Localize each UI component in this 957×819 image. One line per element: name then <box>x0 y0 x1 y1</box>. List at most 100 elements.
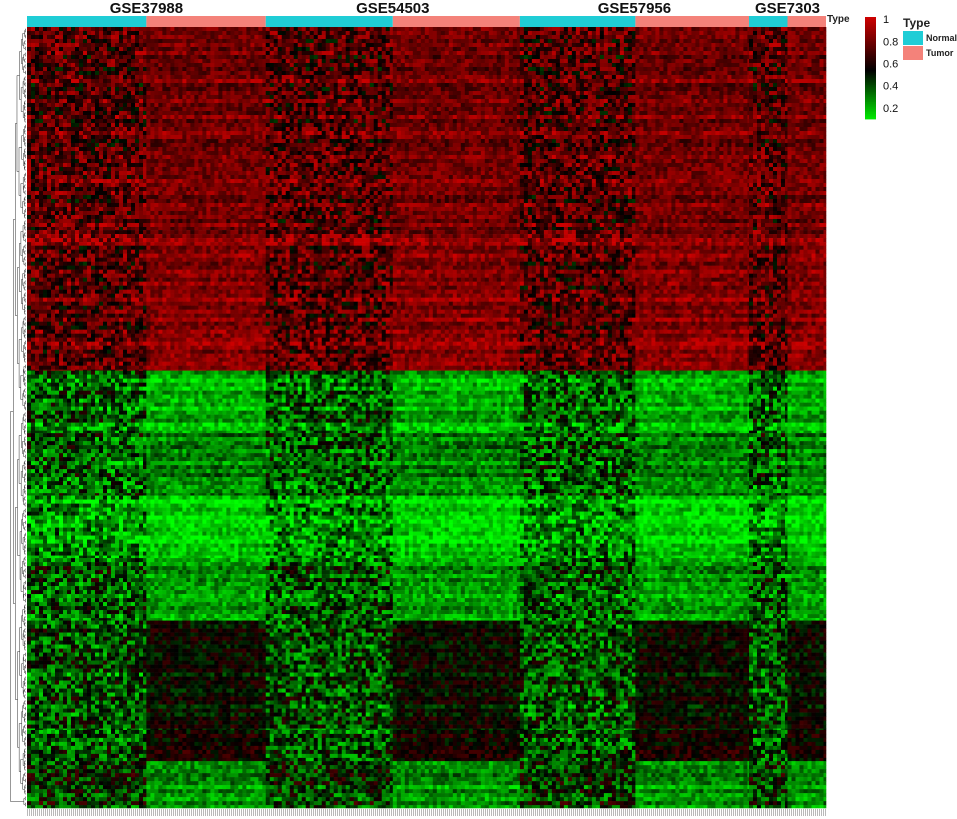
heatmap-cell-227 <box>127 31 131 35</box>
heatmap-cell-342 <box>584 31 588 35</box>
heatmap-cell-1108 <box>417 47 421 51</box>
heatmap-cell-1500 <box>370 55 374 59</box>
heatmap-cell-256 <box>242 31 246 35</box>
heatmap-cell-1465 <box>230 55 234 59</box>
heatmap-cell-89 <box>382 27 386 31</box>
heatmap-cell-897 <box>382 43 386 47</box>
heatmap-cell-441 <box>174 35 178 39</box>
heatmap-cell-789 <box>753 39 757 43</box>
heatmap-cell-1472 <box>258 55 262 59</box>
heatmap-cell-1176 <box>687 47 691 51</box>
heatmap-cell-1665 <box>222 59 226 63</box>
heatmap-cell-608 <box>35 39 39 43</box>
heatmap-cell-571 <box>691 35 695 39</box>
heatmap-cell-551 <box>612 35 616 39</box>
heatmap-cell-809 <box>31 43 35 47</box>
dendrogram-branch <box>25 575 26 578</box>
heatmap-cell-69 <box>302 27 306 31</box>
heatmap-cell-23 <box>119 27 123 31</box>
heatmap-cell-986 <box>735 43 739 47</box>
heatmap-cell-208 <box>51 31 55 35</box>
heatmap-cell-1143 <box>556 47 560 51</box>
heatmap-cell-1558 <box>600 55 604 59</box>
dendrogram-branch <box>25 689 26 692</box>
heatmap-cell-149 <box>620 27 624 31</box>
heatmap-cell-1379 <box>691 51 695 55</box>
heatmap-cell-231 <box>143 31 147 35</box>
heatmap-cell-1516 <box>433 55 437 59</box>
heatmap-cell-1175 <box>683 47 687 51</box>
heatmap-cell-761 <box>643 39 647 43</box>
heatmap-cell-174 <box>719 27 723 31</box>
heatmap-cell-1733 <box>493 59 497 63</box>
heatmap-cell-307 <box>445 31 449 35</box>
heatmap-cell-243 <box>190 31 194 35</box>
heatmap-cell-548 <box>600 35 604 39</box>
heatmap-cell-45 <box>206 27 210 31</box>
heatmap-cell-677 <box>310 39 314 43</box>
heatmap-cell-1250 <box>178 51 182 55</box>
heatmap-cell-1401 <box>777 51 781 55</box>
heatmap-cell-359 <box>651 31 655 35</box>
heatmap-cell-389 <box>769 31 773 35</box>
heatmap-cell-736 <box>544 39 548 43</box>
heatmap-cell-1411 <box>815 51 819 55</box>
heatmap-cell-1287 <box>326 51 330 55</box>
dendrogram-branch <box>25 683 26 686</box>
heatmap-cell-37 <box>174 27 178 31</box>
heatmap-cell-705 <box>421 39 425 43</box>
heatmap-cell-626 <box>107 39 111 43</box>
heatmap-cell-980 <box>711 43 715 47</box>
heatmap-cell-593 <box>777 35 781 39</box>
heatmap-cell-1103 <box>397 47 401 51</box>
heatmap-cell-1673 <box>254 59 258 63</box>
heatmap-cell-727 <box>509 39 513 43</box>
heatmap-cell-1800 <box>757 59 761 63</box>
dendrogram-branch <box>25 281 26 284</box>
heatmap-cell-384 <box>749 31 753 35</box>
heatmap-cell-1234 <box>115 51 119 55</box>
heatmap-cell-280 <box>338 31 342 35</box>
heatmap-cell-1370 <box>655 51 659 55</box>
heatmap-cell-448 <box>202 35 206 39</box>
heatmap-cell-1660 <box>202 59 206 63</box>
heatmap-cell-1762 <box>608 59 612 63</box>
heatmap-cell-372 <box>703 31 707 35</box>
heatmap-cell-944 <box>568 43 572 47</box>
heatmap-cell-478 <box>322 35 326 39</box>
dendrogram-branch <box>25 263 26 266</box>
heatmap-cell-475 <box>310 35 314 39</box>
heatmap-cell-1085 <box>326 47 330 51</box>
heatmap-cell-1183 <box>715 47 719 51</box>
heatmap-cell-63 <box>278 27 282 31</box>
heatmap-cell-1619 <box>39 59 43 63</box>
heatmap-cell-1413 <box>823 51 826 55</box>
heatmap-cell-843 <box>166 43 170 47</box>
heatmap-cell-1539 <box>524 55 528 59</box>
heatmap-cell-613 <box>55 39 59 43</box>
heatmap-cell-1371 <box>659 51 663 55</box>
heatmap-cell-1102 <box>393 47 397 51</box>
heatmap-cell-959 <box>628 43 632 47</box>
heatmap-cell-169 <box>699 27 703 31</box>
dendrogram-branch <box>25 461 26 464</box>
heatmap-cell-1089 <box>342 47 346 51</box>
heatmap-cell-1418 <box>43 55 47 59</box>
heatmap-cell-234 <box>154 31 158 35</box>
heatmap-cell-651 <box>206 39 210 43</box>
heatmap-cell-1698 <box>354 59 358 63</box>
heatmap-cell-1548 <box>560 55 564 59</box>
heatmap-cell-27 <box>135 27 139 31</box>
heatmap-cell-1217 <box>47 51 51 55</box>
heatmap-cell-289 <box>374 31 378 35</box>
heatmap-cell-1038 <box>139 47 143 51</box>
heatmap-cell-1137 <box>532 47 536 51</box>
heatmap-cell-329 <box>532 31 536 35</box>
heatmap-cell-479 <box>326 35 330 39</box>
heatmap-cell-674 <box>298 39 302 43</box>
heatmap-cell-559 <box>643 35 647 39</box>
heatmap-cell-110 <box>465 27 469 31</box>
heatmap-cell-555 <box>628 35 632 39</box>
heatmap-cell-1201 <box>785 47 788 51</box>
heatmap-cell-1613 <box>815 55 819 59</box>
